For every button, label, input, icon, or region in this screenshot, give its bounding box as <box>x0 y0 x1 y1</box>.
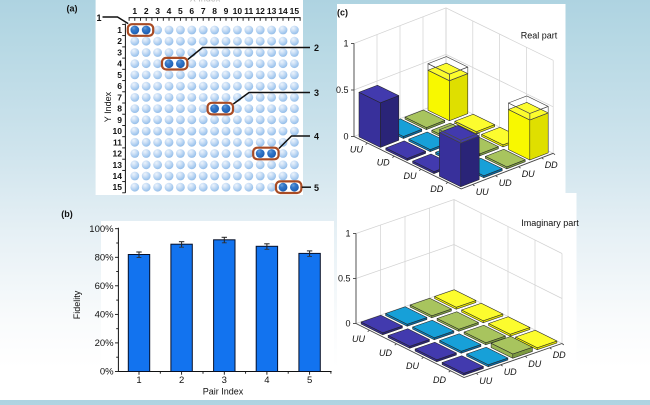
svg-text:0: 0 <box>345 319 350 329</box>
svg-text:9: 9 <box>117 115 122 125</box>
svg-text:2: 2 <box>144 6 149 16</box>
svg-text:Fidelity: Fidelity <box>72 290 82 319</box>
svg-text:0: 0 <box>343 132 348 142</box>
svg-text:9: 9 <box>224 6 229 16</box>
svg-text:UD: UD <box>379 348 392 358</box>
svg-text:UD: UD <box>377 158 390 168</box>
svg-text:4: 4 <box>264 375 269 386</box>
svg-text:10: 10 <box>113 126 123 136</box>
svg-text:4: 4 <box>167 6 172 16</box>
svg-text:(a): (a) <box>67 4 78 14</box>
svg-text:Y Index: Y Index <box>103 91 113 122</box>
svg-text:20%: 20% <box>95 338 115 349</box>
svg-text:4: 4 <box>314 132 319 142</box>
svg-text:100%: 100% <box>89 224 114 235</box>
svg-text:(b): (b) <box>61 209 73 219</box>
svg-text:DU: DU <box>406 361 419 371</box>
svg-text:15: 15 <box>290 6 300 16</box>
svg-text:UU: UU <box>350 145 363 155</box>
svg-text:12: 12 <box>113 149 123 159</box>
svg-text:10: 10 <box>233 6 243 16</box>
svg-text:6: 6 <box>189 6 194 16</box>
svg-text:2: 2 <box>179 375 184 386</box>
svg-text:1: 1 <box>96 13 101 23</box>
svg-text:Real part: Real part <box>521 31 558 41</box>
svg-text:5: 5 <box>314 183 319 193</box>
svg-text:80%: 80% <box>95 253 115 264</box>
svg-text:UU: UU <box>352 334 365 344</box>
svg-text:3: 3 <box>155 6 160 16</box>
svg-text:5: 5 <box>178 6 183 16</box>
svg-text:3: 3 <box>222 375 227 386</box>
svg-text:14: 14 <box>113 171 123 181</box>
svg-text:5: 5 <box>117 70 122 80</box>
svg-text:DU: DU <box>522 169 535 179</box>
svg-text:12: 12 <box>255 6 265 16</box>
svg-text:1: 1 <box>117 25 122 35</box>
svg-text:UU: UU <box>479 376 492 386</box>
svg-text:5: 5 <box>307 375 312 386</box>
svg-text:13: 13 <box>267 6 277 16</box>
svg-text:6: 6 <box>117 81 122 91</box>
svg-text:Imaginary part: Imaginary part <box>521 218 579 228</box>
svg-text:DD: DD <box>433 375 446 385</box>
svg-text:60%: 60% <box>95 281 115 292</box>
svg-text:40%: 40% <box>95 310 115 321</box>
svg-text:15: 15 <box>113 182 123 192</box>
svg-text:13: 13 <box>113 160 123 170</box>
svg-text:DU: DU <box>528 359 541 369</box>
svg-text:8: 8 <box>117 104 122 114</box>
svg-text:X Index: X Index <box>190 0 221 3</box>
svg-text:1: 1 <box>345 229 350 239</box>
svg-text:8: 8 <box>212 6 217 16</box>
svg-text:3: 3 <box>314 88 319 98</box>
svg-text:DD: DD <box>553 350 566 360</box>
svg-text:UU: UU <box>476 187 489 197</box>
svg-text:(c): (c) <box>337 7 348 17</box>
svg-text:1: 1 <box>132 6 137 16</box>
svg-text:0.5: 0.5 <box>336 85 349 95</box>
svg-text:3: 3 <box>117 48 122 58</box>
svg-text:UD: UD <box>504 367 517 377</box>
svg-text:11: 11 <box>244 6 253 16</box>
svg-text:7: 7 <box>117 92 122 102</box>
svg-text:7: 7 <box>201 6 206 16</box>
svg-text:DD: DD <box>545 160 558 170</box>
svg-text:2: 2 <box>117 36 122 46</box>
svg-text:0.5: 0.5 <box>338 274 351 284</box>
svg-text:UD: UD <box>499 178 512 188</box>
svg-text:4: 4 <box>117 59 122 69</box>
svg-text:14: 14 <box>278 6 288 16</box>
svg-text:Pair Index: Pair Index <box>203 387 244 397</box>
svg-text:1: 1 <box>343 39 348 49</box>
svg-text:0%: 0% <box>100 367 114 378</box>
svg-text:11: 11 <box>113 137 122 147</box>
svg-text:DD: DD <box>430 184 443 194</box>
svg-text:2: 2 <box>314 43 319 53</box>
svg-text:DU: DU <box>404 171 417 181</box>
svg-text:1: 1 <box>136 375 141 386</box>
